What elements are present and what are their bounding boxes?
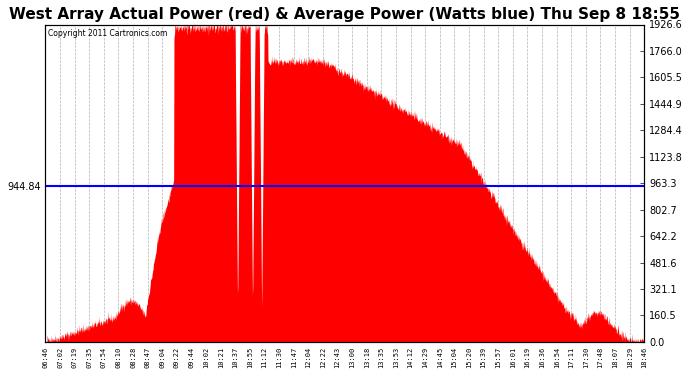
Text: Copyright 2011 Cartronics.com: Copyright 2011 Cartronics.com — [48, 29, 168, 38]
Title: West Array Actual Power (red) & Average Power (Watts blue) Thu Sep 8 18:55: West Array Actual Power (red) & Average … — [10, 7, 680, 22]
